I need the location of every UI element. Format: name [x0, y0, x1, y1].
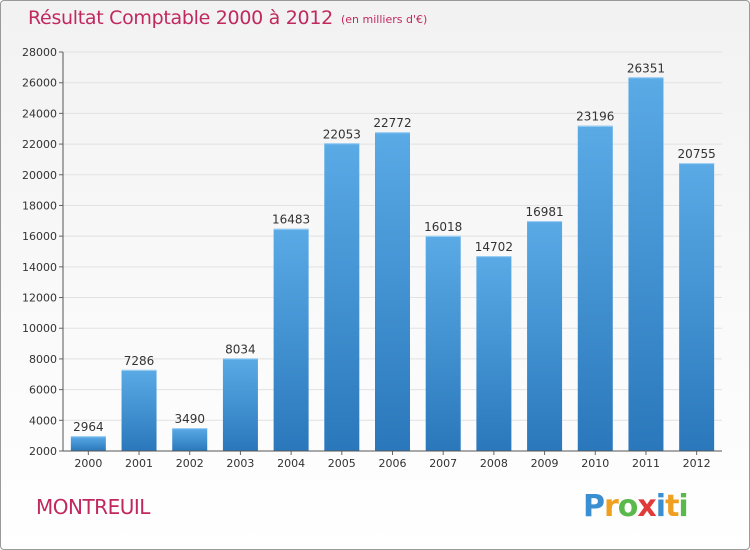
data-label: 14702 — [475, 240, 513, 254]
x-tick-label: 2006 — [379, 457, 407, 470]
bar — [121, 369, 157, 451]
y-tick-label: 2000 — [29, 445, 57, 458]
logo-letter: t — [665, 489, 679, 524]
y-tick-label: 22000 — [22, 138, 57, 151]
data-label: 20755 — [678, 147, 716, 161]
data-label: 7286 — [124, 354, 155, 368]
y-tick-label: 20000 — [22, 169, 57, 182]
bar — [375, 132, 410, 452]
x-tick-label: 2003 — [226, 457, 254, 470]
data-label: 16981 — [525, 205, 563, 219]
data-label: 3490 — [174, 412, 205, 426]
bar — [324, 143, 360, 451]
chart-subtitle: (en milliers d'€) — [341, 13, 428, 26]
y-tick-label: 8000 — [29, 353, 57, 366]
bar — [527, 221, 563, 451]
chart-title: Résultat Comptable 2000 à 2012 — [28, 7, 333, 29]
x-tick-label: 2012 — [683, 457, 711, 470]
y-tick-label: 6000 — [29, 384, 57, 397]
data-label: 22772 — [373, 116, 411, 130]
data-label: 22053 — [323, 127, 361, 141]
y-tick-label: 28000 — [22, 46, 57, 59]
data-label: 8034 — [225, 342, 256, 356]
x-axis-ticks: 2000 2001 2002 2003 2004 2005 2006 2007 2008 2009… — [74, 451, 711, 470]
data-label: 16483 — [272, 213, 310, 227]
bar-chart: 2000 4000 6000 8000 10000 12000 14000 16000 1800… — [22, 46, 722, 470]
x-tick-label: 2002 — [176, 457, 204, 470]
x-tick-label: 2005 — [328, 457, 356, 470]
bar — [628, 77, 664, 451]
y-tick-label: 16000 — [22, 230, 57, 243]
bar — [476, 256, 512, 451]
x-tick-label: 2001 — [125, 457, 153, 470]
logo-letter: o — [617, 489, 639, 524]
data-label: 16018 — [424, 220, 462, 234]
bar — [577, 125, 613, 451]
bar — [425, 235, 461, 451]
bar — [70, 436, 106, 451]
x-tick-label: 2004 — [277, 457, 305, 470]
x-tick-label: 2008 — [480, 457, 508, 470]
proxiti-logo[interactable]: Proxiti — [583, 489, 689, 524]
bars — [70, 77, 715, 452]
bar — [222, 358, 258, 451]
y-tick-label: 18000 — [22, 199, 57, 212]
bar — [273, 228, 309, 451]
y-tick-label: 24000 — [22, 107, 57, 120]
y-tick-label: 10000 — [22, 322, 57, 335]
data-label: 2964 — [73, 420, 104, 434]
y-tick-label: 12000 — [22, 292, 57, 305]
x-tick-label: 2011 — [632, 457, 660, 470]
data-label: 26351 — [627, 61, 665, 75]
logo-letter: r — [604, 489, 619, 524]
logo-letter: P — [583, 489, 605, 524]
y-tick-label: 26000 — [22, 77, 57, 90]
logo-letter: x — [637, 489, 656, 524]
logo-letter: i — [678, 489, 688, 524]
bar — [172, 428, 208, 451]
data-labels: 2964 7286 3490 8034 16483 22053 22772 16018 1470… — [73, 61, 716, 434]
y-axis-ticks: 2000 4000 6000 8000 10000 12000 14000 16000 1800… — [22, 46, 63, 458]
town-name: MONTREUIL — [36, 495, 150, 519]
y-tick-label: 4000 — [29, 414, 57, 427]
bar — [679, 163, 715, 451]
data-label: 23196 — [576, 110, 614, 124]
x-tick-label: 2007 — [429, 457, 457, 470]
y-tick-label: 14000 — [22, 261, 57, 274]
x-tick-label: 2000 — [74, 457, 102, 470]
x-tick-label: 2010 — [581, 457, 609, 470]
x-tick-label: 2009 — [531, 457, 559, 470]
logo-letter: i — [655, 489, 666, 524]
